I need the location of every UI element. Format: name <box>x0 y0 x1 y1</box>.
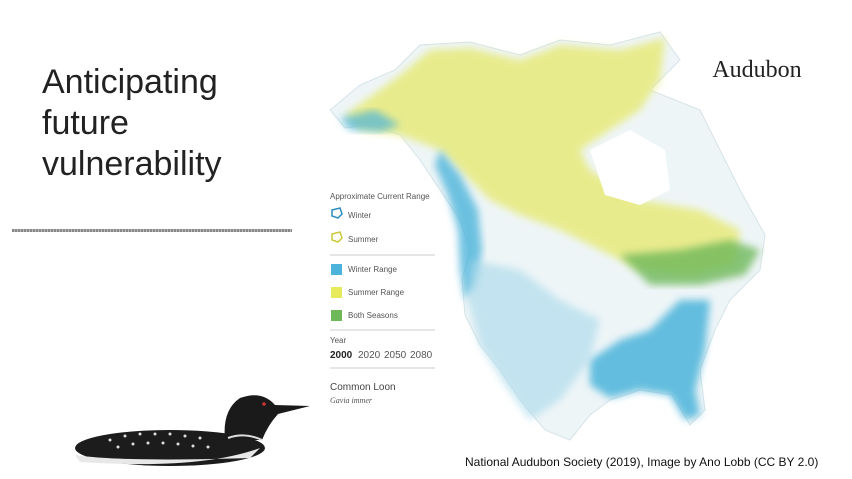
legend-icon <box>331 231 343 243</box>
legend-label: Summer Range <box>348 288 405 297</box>
legend-icon <box>331 207 343 219</box>
year-option: 2020 <box>358 350 381 361</box>
legend-label: Summer <box>348 235 379 244</box>
year-option: 2050 <box>384 350 407 361</box>
legend-swatch <box>331 287 342 298</box>
year-label: Year <box>330 336 347 345</box>
title-line: Anticipating <box>42 63 218 101</box>
title-line: future <box>42 104 129 142</box>
both-seasons <box>620 240 760 285</box>
legend-heading: Approximate Current Range <box>330 192 430 201</box>
winter-range <box>590 300 710 420</box>
winter-range-alaska <box>340 110 400 132</box>
scientific-name: Gavia immer <box>330 396 373 405</box>
loon-illustration <box>75 395 310 466</box>
logo: Audubon <box>712 57 801 83</box>
summer-range <box>345 38 740 275</box>
title-line: vulnerability <box>42 145 222 183</box>
year-option: 2000 <box>330 350 353 361</box>
legend-label: Winter <box>348 211 371 220</box>
year-option: 2080 <box>410 350 433 361</box>
hudson-bay <box>590 130 670 205</box>
legend-label: Both Seasons <box>348 311 398 320</box>
image-credit: National Audubon Society (2019), Image b… <box>465 455 819 469</box>
winter-range-light <box>468 260 600 420</box>
legend-label: Winter Range <box>348 265 397 274</box>
divider <box>12 229 292 232</box>
legend-swatch <box>331 310 342 321</box>
species-name: Common Loon <box>330 382 396 393</box>
slide-title: Anticipating future vulnerability <box>42 62 222 185</box>
legend-swatch <box>331 264 342 275</box>
